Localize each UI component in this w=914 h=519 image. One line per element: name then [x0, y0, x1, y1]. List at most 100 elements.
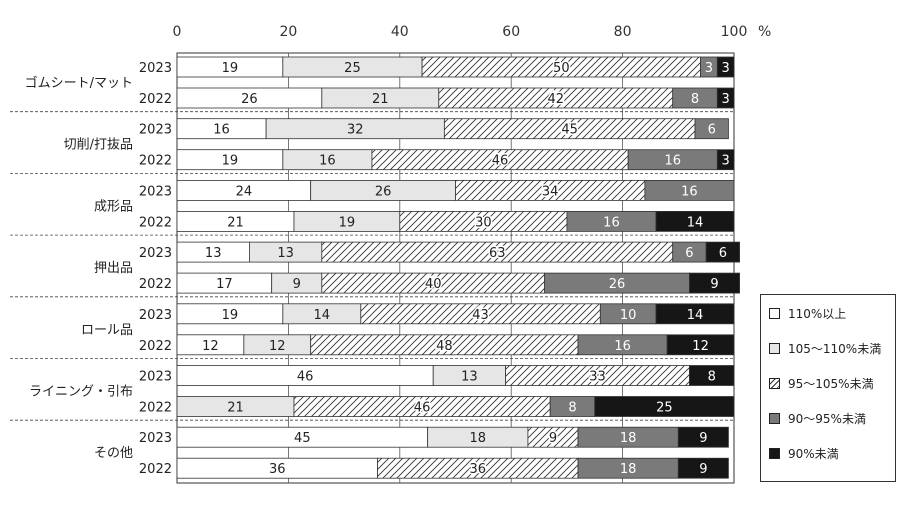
- data-label: 6: [719, 246, 727, 261]
- x-tick-label: 80: [614, 24, 632, 40]
- data-label: 36: [470, 462, 487, 477]
- legend-item: 90～95%未満: [769, 410, 866, 427]
- data-label: 16: [603, 215, 620, 230]
- group-label: 成形品: [94, 199, 133, 214]
- data-label: 16: [614, 339, 631, 354]
- data-label: 19: [339, 215, 356, 230]
- data-label: 33: [589, 370, 606, 385]
- year-label: 2022: [139, 277, 172, 292]
- data-label: 16: [681, 184, 698, 199]
- data-label: 21: [372, 92, 389, 107]
- group-label: ロール品: [81, 323, 133, 338]
- x-tick-label: 60: [502, 24, 520, 40]
- legend-label: 95～105%未満: [788, 377, 874, 391]
- data-label: 63: [489, 246, 506, 261]
- x-tick-label: 0: [173, 24, 182, 40]
- data-label: 48: [436, 339, 453, 354]
- bar-segment: [705, 241, 740, 263]
- data-label: 9: [699, 462, 707, 477]
- bar-segment: [716, 149, 735, 171]
- data-label: 9: [699, 431, 707, 446]
- legend-label: 90%未満: [788, 447, 839, 461]
- bar-segment: [655, 303, 735, 325]
- data-label: 3: [722, 92, 730, 107]
- data-label: 12: [692, 339, 709, 354]
- bar-segment: [677, 426, 729, 448]
- data-label: 26: [241, 92, 258, 107]
- data-label: 46: [492, 154, 509, 169]
- data-label: 13: [461, 370, 478, 385]
- year-label: 2023: [139, 61, 172, 76]
- bar-segment: [594, 396, 735, 417]
- group-label: その他: [94, 446, 133, 461]
- bar-segment: [666, 334, 735, 356]
- data-label: 21: [227, 215, 244, 230]
- legend-swatch: [769, 448, 780, 459]
- group-label: 押出品: [94, 261, 133, 276]
- data-label: 17: [216, 277, 233, 292]
- data-label: 43: [472, 308, 489, 323]
- x-tick-label: 40: [391, 24, 409, 40]
- data-label: 10: [620, 308, 637, 323]
- year-label: 2022: [139, 154, 172, 169]
- data-label: 50: [553, 61, 570, 76]
- legend-item: 105～110%未満: [769, 340, 881, 357]
- data-label: 12: [269, 339, 286, 354]
- data-label: 12: [202, 339, 219, 354]
- data-label: 14: [687, 215, 704, 230]
- bar-segment: [655, 210, 735, 232]
- year-label: 2022: [139, 462, 172, 477]
- data-label: 13: [277, 246, 294, 261]
- year-label: 2023: [139, 246, 172, 261]
- legend-item: 110%以上: [769, 305, 846, 322]
- data-label: 42: [547, 92, 564, 107]
- data-label: 16: [213, 123, 230, 138]
- data-label: 26: [609, 277, 626, 292]
- data-label: 45: [561, 123, 578, 138]
- year-label: 2023: [139, 184, 172, 199]
- year-label: 2023: [139, 370, 172, 385]
- year-label: 2022: [139, 215, 172, 230]
- bar-segment: [644, 179, 735, 201]
- data-label: 3: [705, 61, 713, 76]
- legend-item: 90%未満: [769, 445, 839, 462]
- bar-segment: [694, 118, 729, 140]
- x-unit-label: %: [758, 24, 771, 40]
- data-label: 36: [269, 462, 286, 477]
- group-label: ライニング・引布: [29, 385, 133, 400]
- year-label: 2023: [139, 308, 172, 323]
- year-label: 2023: [139, 431, 172, 446]
- data-label: 9: [293, 277, 301, 292]
- legend: 110%以上 105～110%未満 95～105%未満 90～95%未満 90%未満: [760, 294, 896, 482]
- year-label: 2022: [139, 339, 172, 354]
- data-label: 3: [722, 61, 730, 76]
- legend-label: 110%以上: [788, 307, 847, 321]
- bar-segment: [716, 56, 735, 78]
- data-label: 32: [347, 123, 364, 138]
- x-tick-label: 100: [721, 24, 748, 40]
- data-label: 40: [425, 277, 442, 292]
- plot-frame: [176, 52, 735, 484]
- data-label: 18: [620, 462, 637, 477]
- data-label: 19: [222, 308, 239, 323]
- bar-segment: [716, 87, 735, 109]
- legend-item: 95～105%未満: [769, 375, 874, 392]
- legend-swatch: [769, 413, 780, 424]
- data-label: 14: [314, 308, 331, 323]
- data-label: 45: [294, 431, 311, 446]
- data-label: 26: [375, 184, 392, 199]
- data-label: 8: [691, 92, 699, 107]
- data-label: 34: [542, 184, 559, 199]
- data-label: 16: [319, 154, 336, 169]
- year-label: 2022: [139, 92, 172, 107]
- data-label: 8: [568, 401, 576, 416]
- data-label: 3: [722, 154, 730, 169]
- year-label: 2022: [139, 401, 172, 416]
- legend-swatch: [769, 308, 780, 319]
- data-label: 14: [687, 308, 704, 323]
- data-label: 19: [222, 154, 239, 169]
- data-label: 46: [414, 401, 431, 416]
- legend-swatch: [769, 343, 780, 354]
- legend-label: 90～95%未満: [788, 412, 866, 426]
